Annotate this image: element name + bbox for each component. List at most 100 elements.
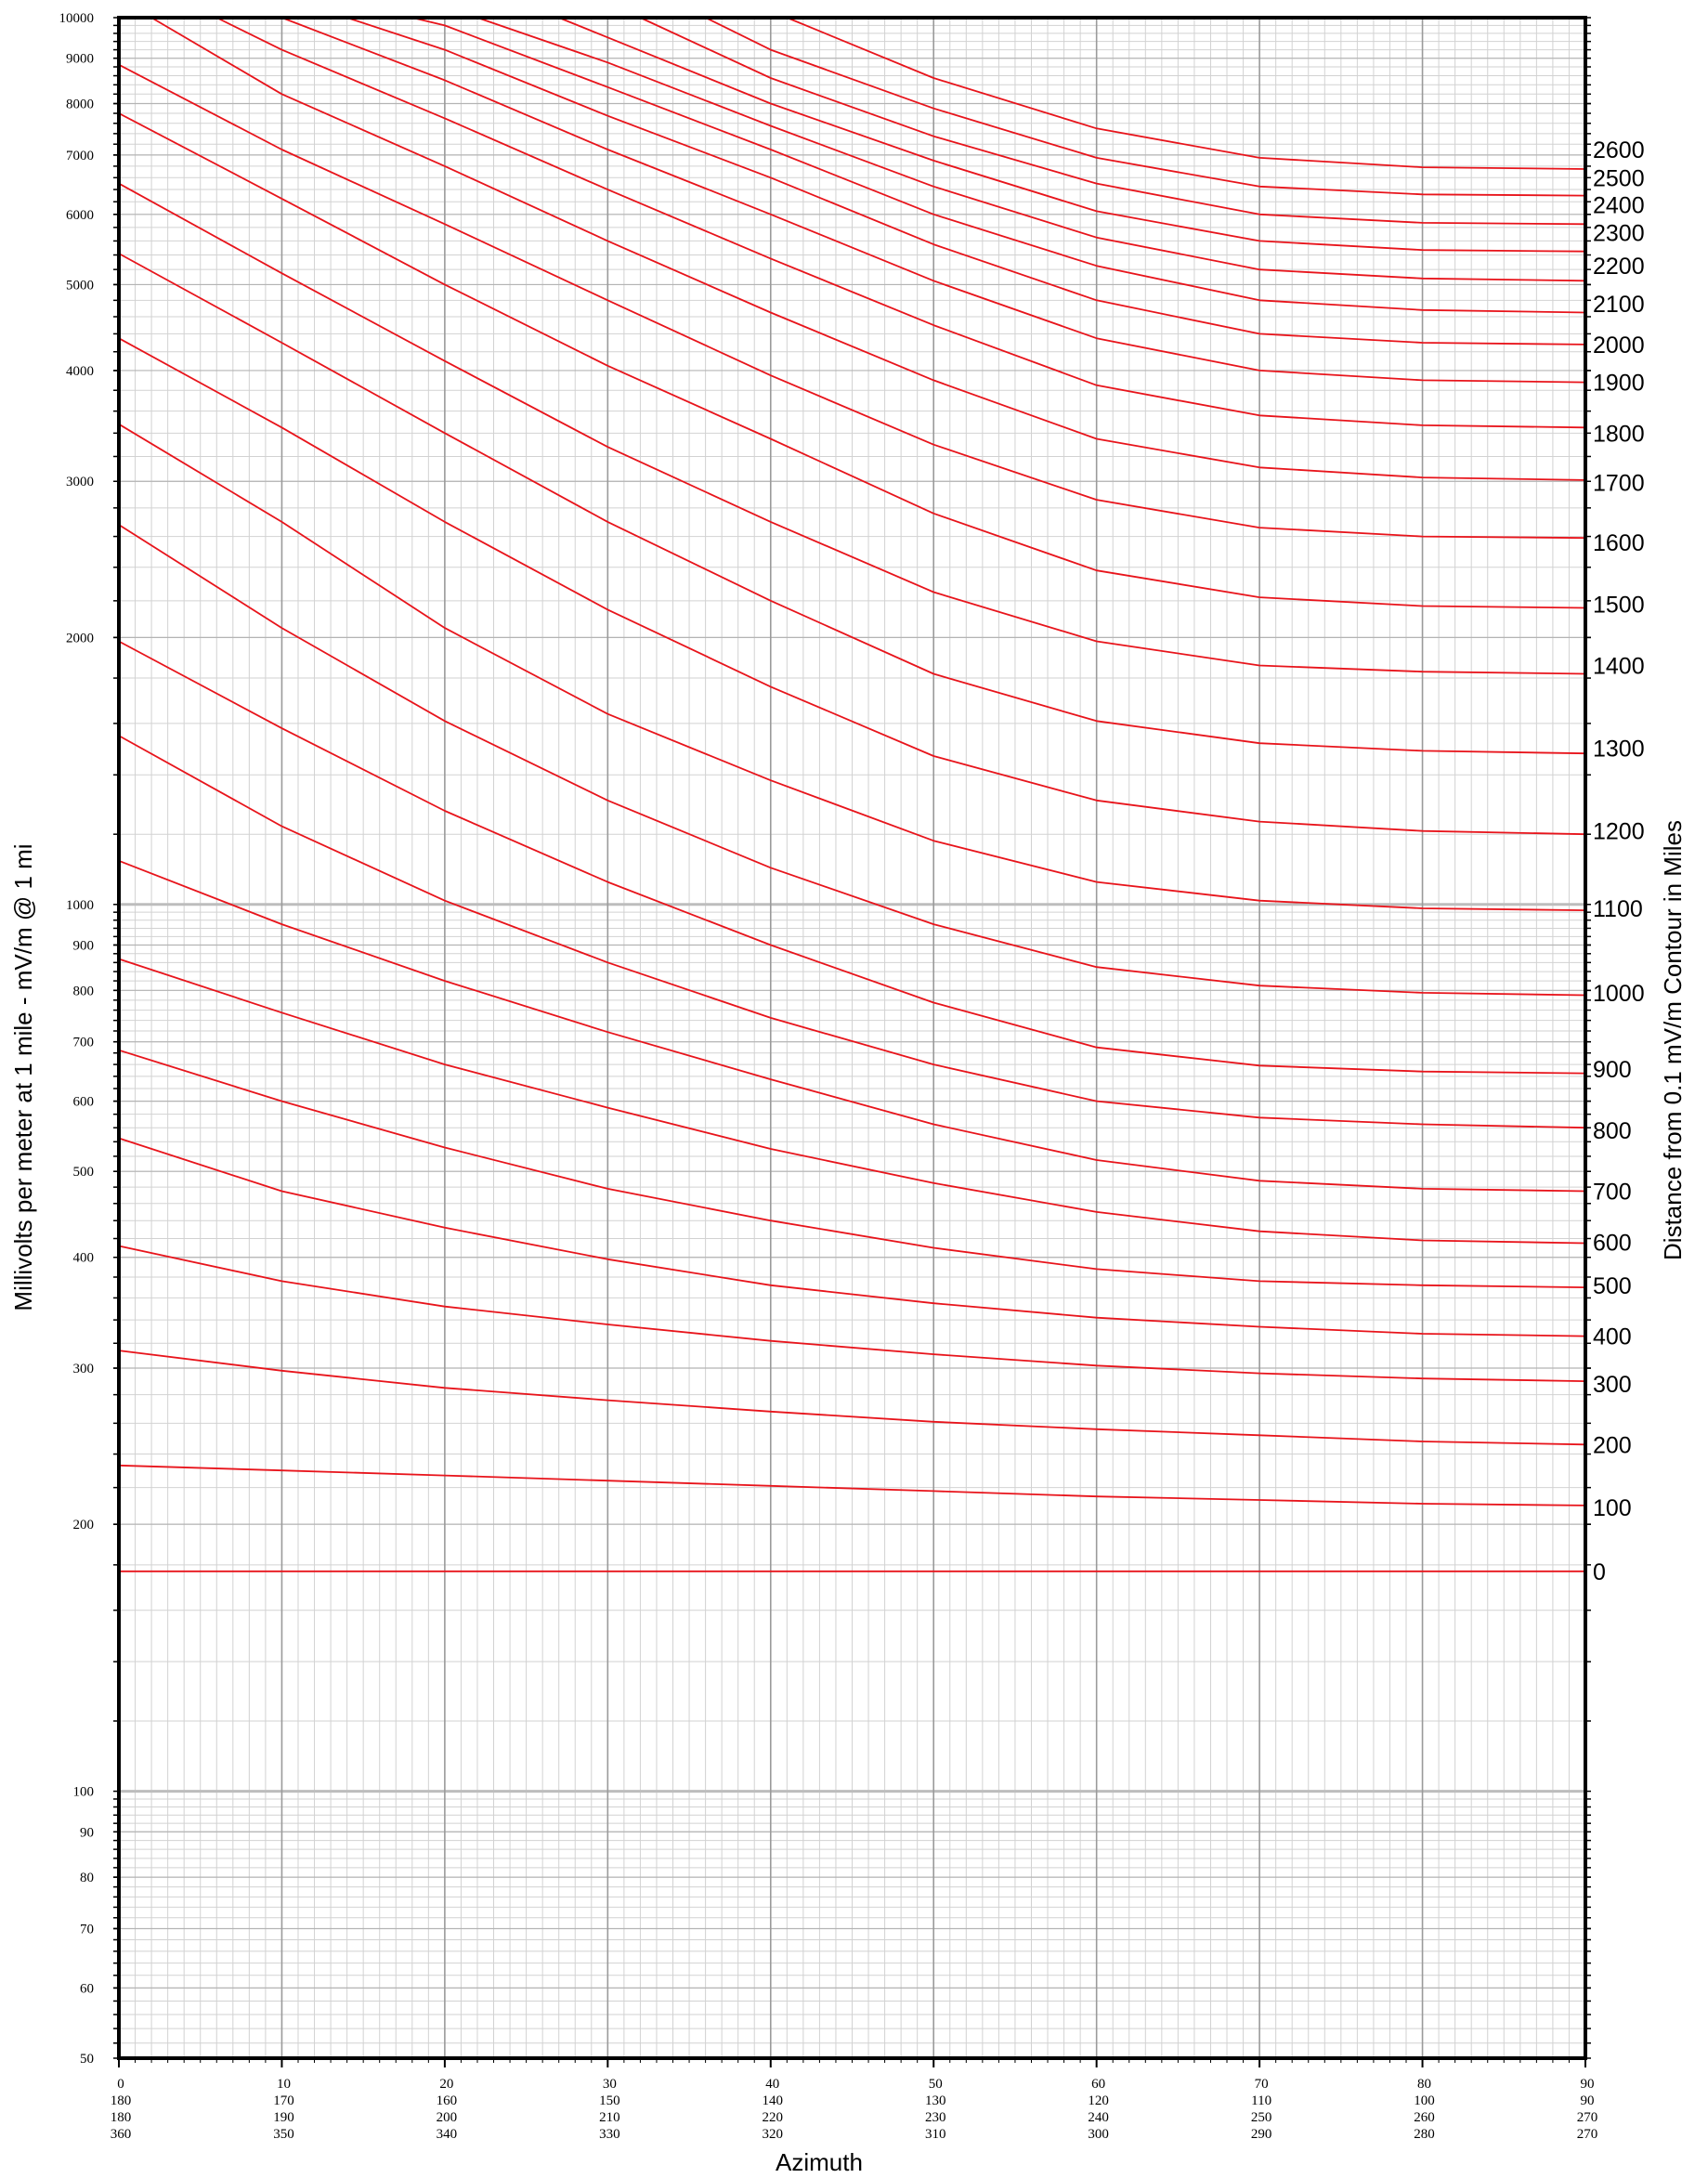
curve-end-label: 200 — [1593, 1432, 1632, 1458]
x-tick-labels: 0 10 20 30 40 50 60 70 80 90 180 170 160 150 140 130 120… — [111, 2077, 1598, 2142]
curve-end-label: 2400 — [1593, 193, 1645, 219]
curve-1300 — [118, 253, 1586, 755]
curve-400 — [118, 1137, 1586, 1337]
curve-800 — [118, 735, 1586, 1129]
curve-end-label: 1300 — [1593, 737, 1645, 763]
x-tick-label: 230 — [925, 2110, 946, 2125]
x-tick-label: 10 — [277, 2077, 291, 2092]
x-tick-label: 280 — [1414, 2127, 1435, 2142]
curve-2100 — [411, 17, 1586, 314]
x-tick-label: 340 — [437, 2127, 458, 2142]
x-tick-label: 310 — [925, 2127, 946, 2142]
x-tick-label: 160 — [437, 2093, 458, 2108]
curve-end-labels: 2600250024002300220021002000190018001700… — [1593, 137, 1645, 1585]
grid — [119, 17, 1585, 2059]
curve-end-label: 900 — [1593, 1057, 1632, 1083]
y-tick-label: 70 — [80, 1922, 94, 1937]
curve-end-label: 300 — [1593, 1372, 1632, 1398]
curve-end-label: 600 — [1593, 1230, 1632, 1256]
x-tick-label: 70 — [1255, 2077, 1269, 2092]
curve-end-label: 800 — [1593, 1118, 1632, 1144]
curve-200 — [118, 1350, 1586, 1446]
y-tick-label: 100 — [73, 1785, 95, 1800]
x-tick-label: 190 — [273, 2110, 294, 2125]
curve-1600 — [118, 63, 1586, 540]
x-tick-label: 270 — [1577, 2127, 1598, 2142]
y-tick-label: 80 — [80, 1871, 94, 1885]
curve-end-label: 2300 — [1593, 221, 1645, 247]
curve-end-label: 1500 — [1593, 593, 1645, 619]
curve-1700 — [150, 17, 1586, 481]
curve-end-label: 1100 — [1593, 896, 1643, 922]
y-tick-label: 900 — [73, 938, 95, 953]
curve-2200 — [476, 17, 1586, 282]
x-tick-label: 80 — [1417, 2077, 1431, 2092]
y-tick-label: 9000 — [66, 52, 94, 67]
right-axis-title: Distance from 0.1 mV/m Contour in Miles — [1659, 820, 1687, 1260]
curve-end-label: 2200 — [1593, 254, 1645, 280]
curve-end-label: 2100 — [1593, 292, 1645, 318]
curve-end-label: 2600 — [1593, 137, 1645, 163]
x-tick-label: 100 — [1414, 2093, 1435, 2108]
x-tick-label: 350 — [273, 2127, 294, 2142]
curve-end-label: 0 — [1593, 1559, 1606, 1585]
curve-1100 — [118, 423, 1586, 911]
y-tick-label: 4000 — [66, 364, 94, 379]
y-tick-label: 800 — [73, 984, 95, 998]
x-tick-label: 120 — [1088, 2093, 1109, 2108]
x-tick-label: 250 — [1251, 2110, 1272, 2125]
curve-2400 — [640, 17, 1586, 226]
x-tick-label: 20 — [439, 2077, 453, 2092]
curves — [118, 17, 1586, 1572]
curve-end-label: 100 — [1593, 1495, 1632, 1521]
y-tick-label: 2000 — [66, 631, 94, 646]
curve-2600 — [786, 17, 1586, 170]
x-tick-label: 170 — [273, 2093, 294, 2108]
y-tick-label: 60 — [80, 1981, 94, 1996]
x-tick-label: 180 — [111, 2093, 132, 2108]
y-tick-label: 700 — [73, 1036, 95, 1050]
curve-end-label: 1000 — [1593, 981, 1645, 1007]
y-tick-label: 10000 — [59, 11, 95, 26]
curve-end-label: 400 — [1593, 1324, 1632, 1350]
curve-end-label: 500 — [1593, 1273, 1632, 1299]
x-tick-label: 220 — [763, 2110, 784, 2125]
curve-300 — [118, 1245, 1586, 1382]
curve-1500 — [118, 112, 1586, 609]
curve-end-label: 2500 — [1593, 165, 1645, 191]
x-tick-label: 210 — [599, 2110, 620, 2125]
x-tick-label: 180 — [111, 2110, 132, 2125]
y-tick-label: 6000 — [66, 208, 94, 223]
x-axis-title: Azimuth — [776, 2148, 863, 2176]
y-tick-label: 500 — [73, 1165, 95, 1180]
curve-1400 — [118, 182, 1586, 675]
curve-600 — [118, 958, 1586, 1245]
y-tick-label: 50 — [80, 2052, 94, 2067]
y-tick-label: 90 — [80, 1825, 94, 1840]
x-tick-label: 260 — [1414, 2110, 1435, 2125]
y-tick-label: 400 — [73, 1251, 95, 1266]
x-tick-label: 50 — [929, 2077, 943, 2092]
x-tick-label: 360 — [111, 2127, 132, 2142]
curve-end-label: 1200 — [1593, 819, 1645, 845]
x-tick-label: 200 — [437, 2110, 458, 2125]
curve-1800 — [215, 17, 1586, 429]
curve-100 — [118, 1464, 1586, 1506]
y-tick-label: 3000 — [66, 475, 94, 489]
y-tick-label: 5000 — [66, 278, 94, 293]
curve-end-label: 1900 — [1593, 371, 1645, 397]
curve-end-label: 2000 — [1593, 333, 1645, 359]
x-tick-label: 300 — [1088, 2127, 1109, 2142]
y-tick-label: 200 — [73, 1518, 95, 1532]
curve-700 — [118, 859, 1586, 1193]
axes — [113, 16, 1591, 2067]
y-tick-label: 600 — [73, 1095, 95, 1110]
x-tick-label: 330 — [599, 2127, 620, 2142]
x-tick-label: 0 — [117, 2077, 124, 2092]
curve-2000 — [346, 17, 1586, 346]
curve-900 — [118, 640, 1586, 1075]
x-tick-label: 140 — [763, 2093, 784, 2108]
y-tick-label: 1000 — [66, 898, 94, 913]
curve-1000 — [118, 524, 1586, 997]
